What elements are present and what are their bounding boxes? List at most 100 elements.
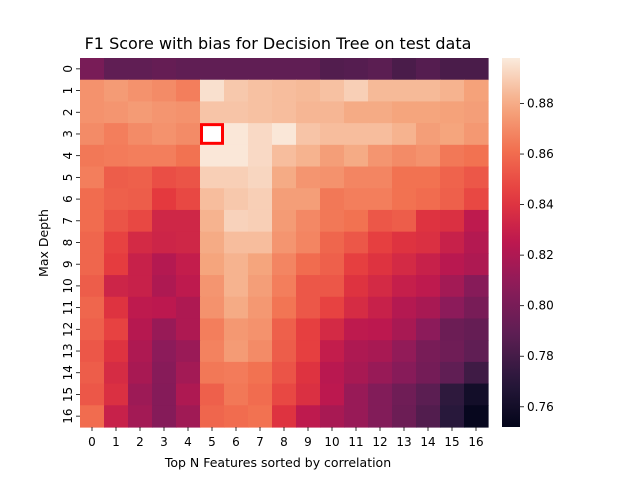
heatmap-cell [440,340,465,363]
heatmap-cell [416,340,441,363]
heatmap-cell [128,340,153,363]
x-tick-label: 3 [160,435,168,449]
heatmap-cell [368,275,393,298]
heatmap-cell [344,209,369,233]
heatmap-cell [80,318,105,341]
heatmap-cell [176,144,201,168]
heatmap-cell [392,144,417,168]
heatmap-cell [152,253,177,276]
heatmap-cell [296,361,321,385]
heatmap-cell [272,361,297,385]
heatmap-cell [80,58,105,81]
heatmap-cell [224,79,249,103]
heatmap-cell [296,405,321,428]
heatmap-cell [392,79,417,103]
heatmap-cell [464,166,489,189]
heatmap-cell [200,231,225,254]
heatmap-cell [224,231,249,254]
heatmap-cell [440,209,465,233]
x-tick-label: 16 [468,435,483,449]
x-tick-label: 4 [184,435,192,449]
heatmap-cell [464,123,489,146]
heatmap-cell [416,275,441,298]
heatmap-cell [416,296,441,320]
heatmap-cell [344,405,369,428]
heatmap-cell [440,318,465,341]
heatmap-cell [392,340,417,363]
heatmap-cell [152,405,177,428]
heatmap-cell [176,231,201,254]
heatmap-cell [440,405,465,428]
heatmap-cell [440,296,465,320]
heatmap-cell [200,79,225,103]
heatmap-cell [464,340,489,363]
heatmap-cell [248,253,273,276]
heatmap-cell [248,188,273,211]
heatmap-cell [344,58,369,81]
heatmap-cell [440,383,465,406]
highlight-marker [200,123,224,145]
heatmap-cell [440,144,465,168]
heatmap-cell [344,79,369,103]
heatmap-cell [224,58,249,81]
heatmap-cell [416,231,441,254]
heatmap-cell [296,144,321,168]
heatmap-cell [200,340,225,363]
heatmap-cell [224,275,249,298]
heatmap-cell [200,296,225,320]
y-tick-label: 2 [61,108,75,116]
heatmap-cell [104,383,129,406]
heatmap-cell [200,144,225,168]
heatmap-cell [104,231,129,254]
heatmap-cell [248,58,273,81]
heatmap-cell [128,318,153,341]
heatmap-cell [320,318,345,341]
heatmap-cell [416,144,441,168]
heatmap-cell [176,79,201,103]
heatmap-cell [464,101,489,124]
heatmap-cell [344,166,369,189]
heatmap-cell [392,361,417,385]
heatmap-cell [128,361,153,385]
y-tick-label: 6 [61,195,75,203]
heatmap-cell [128,188,153,211]
y-tick-label: 0 [61,65,75,73]
heatmap-cell [464,383,489,406]
heatmap-cell [464,405,489,428]
heatmap-cell [392,209,417,233]
x-tick-label: 12 [372,435,387,449]
heatmap-cell [416,383,441,406]
x-tick-label: 0 [88,435,96,449]
heatmap-cell [200,275,225,298]
heatmap-cell [224,318,249,341]
heatmap-cell [320,101,345,124]
heatmap-cell [272,209,297,233]
heatmap-cell [176,318,201,341]
heatmap-cell [176,275,201,298]
heatmap-cell [344,188,369,211]
heatmap-cell [272,296,297,320]
heatmap-cell [368,58,393,81]
x-axis-ticks: 0 1 2 3 4 5 6 7 8 9 10 11 12 13 14 15 16 [88,427,484,449]
heatmap-cell [320,231,345,254]
heatmap-cell [104,340,129,363]
heatmap-cell [296,58,321,81]
heatmap-cell [272,318,297,341]
heatmap-cell [464,231,489,254]
y-tick-label: 7 [61,217,75,225]
heatmap-cell [392,318,417,341]
y-tick-label: 14 [61,365,75,380]
heatmap-cell [416,361,441,385]
heatmap-cell [272,79,297,103]
heatmap-cell [152,275,177,298]
heatmap-cell [368,253,393,276]
heatmap-cell [368,209,393,233]
colorbar-tick-label: 0.86 [527,147,554,161]
heatmap-cell [344,253,369,276]
heatmap-cell [464,79,489,103]
heatmap-cell [344,296,369,320]
x-tick-label: 13 [396,435,411,449]
heatmap-cell [368,383,393,406]
heatmap-cell [104,405,129,428]
